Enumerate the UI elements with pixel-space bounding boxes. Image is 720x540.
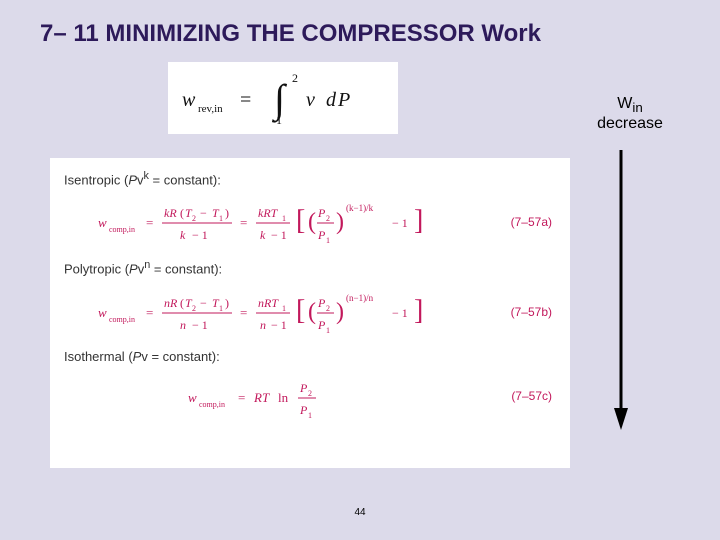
svg-text:[: [: [296, 295, 305, 326]
svg-text:rev,in: rev,in: [198, 103, 223, 115]
isentropic-formula-svg: w comp,in = kR( T2 − T1 ) k− 1 = kRT1 k−…: [68, 195, 468, 249]
svg-text:comp,in: comp,in: [199, 400, 225, 409]
win-decrease-text: decrease: [597, 115, 663, 132]
svg-text:− 1: − 1: [271, 228, 287, 242]
case-eq-isothermal: w comp,in = RT ln P2 P1 (7–57c): [64, 372, 556, 420]
svg-text:RT: RT: [253, 390, 270, 405]
svg-text:2: 2: [308, 389, 312, 398]
svg-text:P: P: [317, 318, 326, 332]
svg-text:P: P: [337, 89, 350, 111]
svg-text:w: w: [182, 89, 196, 111]
case-label-isothermal: Isothermal (Pv = constant):: [64, 349, 556, 364]
svg-text:1: 1: [219, 304, 223, 313]
svg-text:P: P: [317, 296, 326, 310]
svg-text:1: 1: [282, 304, 286, 313]
svg-text:=: =: [240, 305, 247, 320]
svg-text:2: 2: [326, 214, 330, 223]
section-title: 7– 11 MINIMIZING THE COMPRESSOR Work: [40, 20, 541, 49]
svg-text:P: P: [299, 381, 308, 395]
main-equation-svg: w rev,in = ∫ 2 1 v d P: [178, 68, 388, 128]
svg-text:1: 1: [308, 411, 312, 420]
svg-text:− 1: − 1: [392, 306, 408, 320]
case-isentropic: Isentropic (Pvk = constant): w comp,in =…: [64, 170, 556, 249]
svg-text:2: 2: [192, 304, 196, 313]
cases-content-box: Isentropic (Pvk = constant): w comp,in =…: [50, 158, 570, 468]
svg-text:=: =: [240, 215, 247, 230]
svg-text:w: w: [98, 305, 107, 320]
svg-text:1: 1: [219, 214, 223, 223]
svg-text:2: 2: [326, 304, 330, 313]
svg-text:=: =: [146, 215, 153, 230]
svg-text:nRT: nRT: [258, 296, 279, 310]
svg-text:): ): [336, 299, 344, 325]
svg-text:(: (: [308, 209, 316, 235]
svg-text:=: =: [146, 305, 153, 320]
svg-text:P: P: [317, 228, 326, 242]
case-eq-isentropic: w comp,in = kR( T2 − T1 ) k− 1 = kRT1 k−…: [64, 195, 556, 249]
eq-number-c: (7–57c): [511, 389, 552, 403]
svg-text:): ): [336, 209, 344, 235]
eq-number-a: (7–57a): [511, 215, 552, 229]
case-label-isentropic: Isentropic (Pvk = constant):: [64, 170, 556, 187]
svg-text:kR: kR: [164, 206, 177, 220]
case-eq-polytropic: w comp,in = nR( T2 − T1 ) n− 1 = nRT1 n−…: [64, 285, 556, 339]
svg-text:comp,in: comp,in: [109, 225, 135, 234]
win-symbol: Win: [617, 95, 642, 112]
svg-text:(n−1)/n: (n−1)/n: [346, 293, 374, 303]
svg-text:1: 1: [276, 113, 282, 127]
svg-text:− 1: − 1: [271, 318, 287, 332]
svg-text:(: (: [180, 206, 184, 220]
polytropic-formula-svg: w comp,in = nR( T2 − T1 ) n− 1 = nRT1 n−…: [68, 285, 468, 339]
svg-text:comp,in: comp,in: [109, 315, 135, 324]
svg-text:v: v: [306, 89, 315, 111]
svg-text:−: −: [200, 206, 207, 220]
svg-text:=: =: [238, 390, 245, 405]
svg-text:]: ]: [414, 295, 423, 326]
svg-text:w: w: [98, 215, 107, 230]
svg-text:n: n: [180, 318, 186, 332]
svg-text:w: w: [188, 390, 197, 405]
svg-text:(: (: [308, 299, 316, 325]
svg-text:1: 1: [282, 214, 286, 223]
svg-text:n: n: [260, 318, 266, 332]
svg-text:nR: nR: [164, 296, 178, 310]
svg-text:−: −: [200, 296, 207, 310]
svg-text:): ): [225, 206, 229, 220]
svg-text:− 1: − 1: [192, 228, 208, 242]
svg-text:ln: ln: [278, 390, 289, 405]
svg-text:): ): [225, 296, 229, 310]
svg-text:=: =: [240, 89, 251, 111]
svg-text:d: d: [326, 89, 337, 111]
svg-text:2: 2: [292, 71, 298, 85]
svg-text:P: P: [317, 206, 326, 220]
svg-text:2: 2: [192, 214, 196, 223]
svg-text:(: (: [180, 296, 184, 310]
svg-text:− 1: − 1: [192, 318, 208, 332]
svg-text:(k−1)/k: (k−1)/k: [346, 203, 374, 213]
page-number: 44: [0, 507, 720, 518]
svg-text:P: P: [299, 403, 308, 417]
svg-text:[: [: [296, 205, 305, 236]
case-polytropic: Polytropic (Pvn = constant): w comp,in =…: [64, 259, 556, 338]
win-decrease-label: Win decrease: [590, 95, 670, 133]
svg-text:− 1: − 1: [392, 216, 408, 230]
svg-text:1: 1: [326, 236, 330, 245]
case-isothermal: Isothermal (Pv = constant): w comp,in = …: [64, 349, 556, 420]
svg-text:1: 1: [326, 326, 330, 335]
svg-text:k: k: [180, 228, 186, 242]
eq-number-b: (7–57b): [511, 305, 552, 319]
svg-text:kRT: kRT: [258, 206, 279, 220]
isothermal-formula-svg: w comp,in = RT ln P2 P1: [68, 372, 468, 420]
svg-text:k: k: [260, 228, 266, 242]
svg-text:]: ]: [414, 205, 423, 236]
down-arrow-icon: [614, 150, 628, 430]
case-label-polytropic: Polytropic (Pvn = constant):: [64, 259, 556, 276]
main-equation-box: w rev,in = ∫ 2 1 v d P: [168, 62, 398, 134]
